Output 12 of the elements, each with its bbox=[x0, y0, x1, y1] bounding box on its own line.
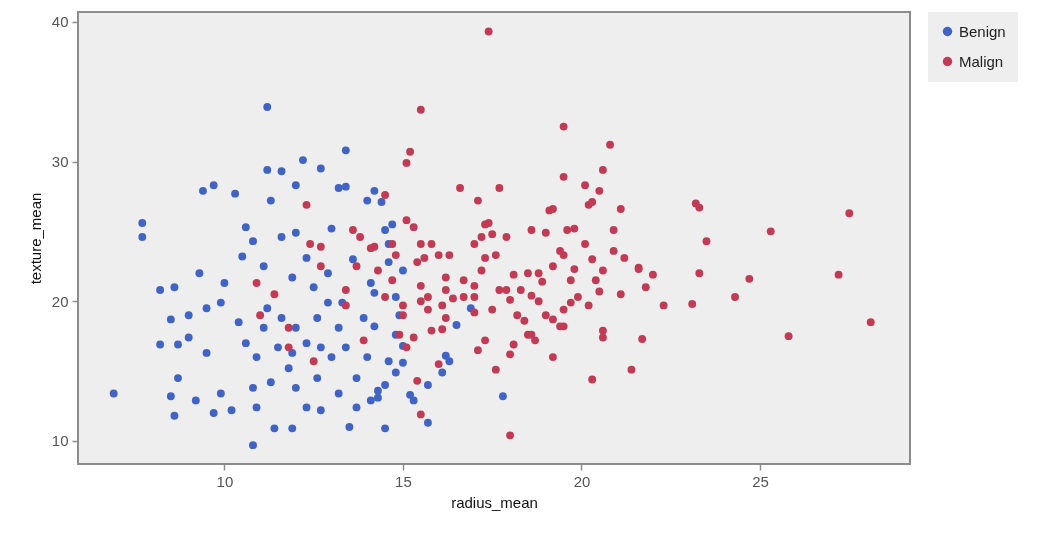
y-tick-label: 20 bbox=[51, 292, 69, 310]
x-tick-label: 25 bbox=[752, 472, 769, 490]
x-tick-label: 20 bbox=[573, 472, 591, 490]
y-tick-label: 40 bbox=[51, 13, 69, 31]
x-tick-label: 10 bbox=[216, 472, 234, 490]
y-tick-label: 10 bbox=[51, 432, 69, 450]
y-axis-title: texture_mean bbox=[26, 192, 44, 285]
legend-label: Benign bbox=[959, 22, 1006, 40]
y-tick-label: 30 bbox=[51, 153, 69, 170]
legend-label: Malign bbox=[959, 52, 1004, 70]
x-tick-label: 15 bbox=[395, 472, 412, 490]
x-axis-title: radius_mean bbox=[451, 493, 538, 511]
